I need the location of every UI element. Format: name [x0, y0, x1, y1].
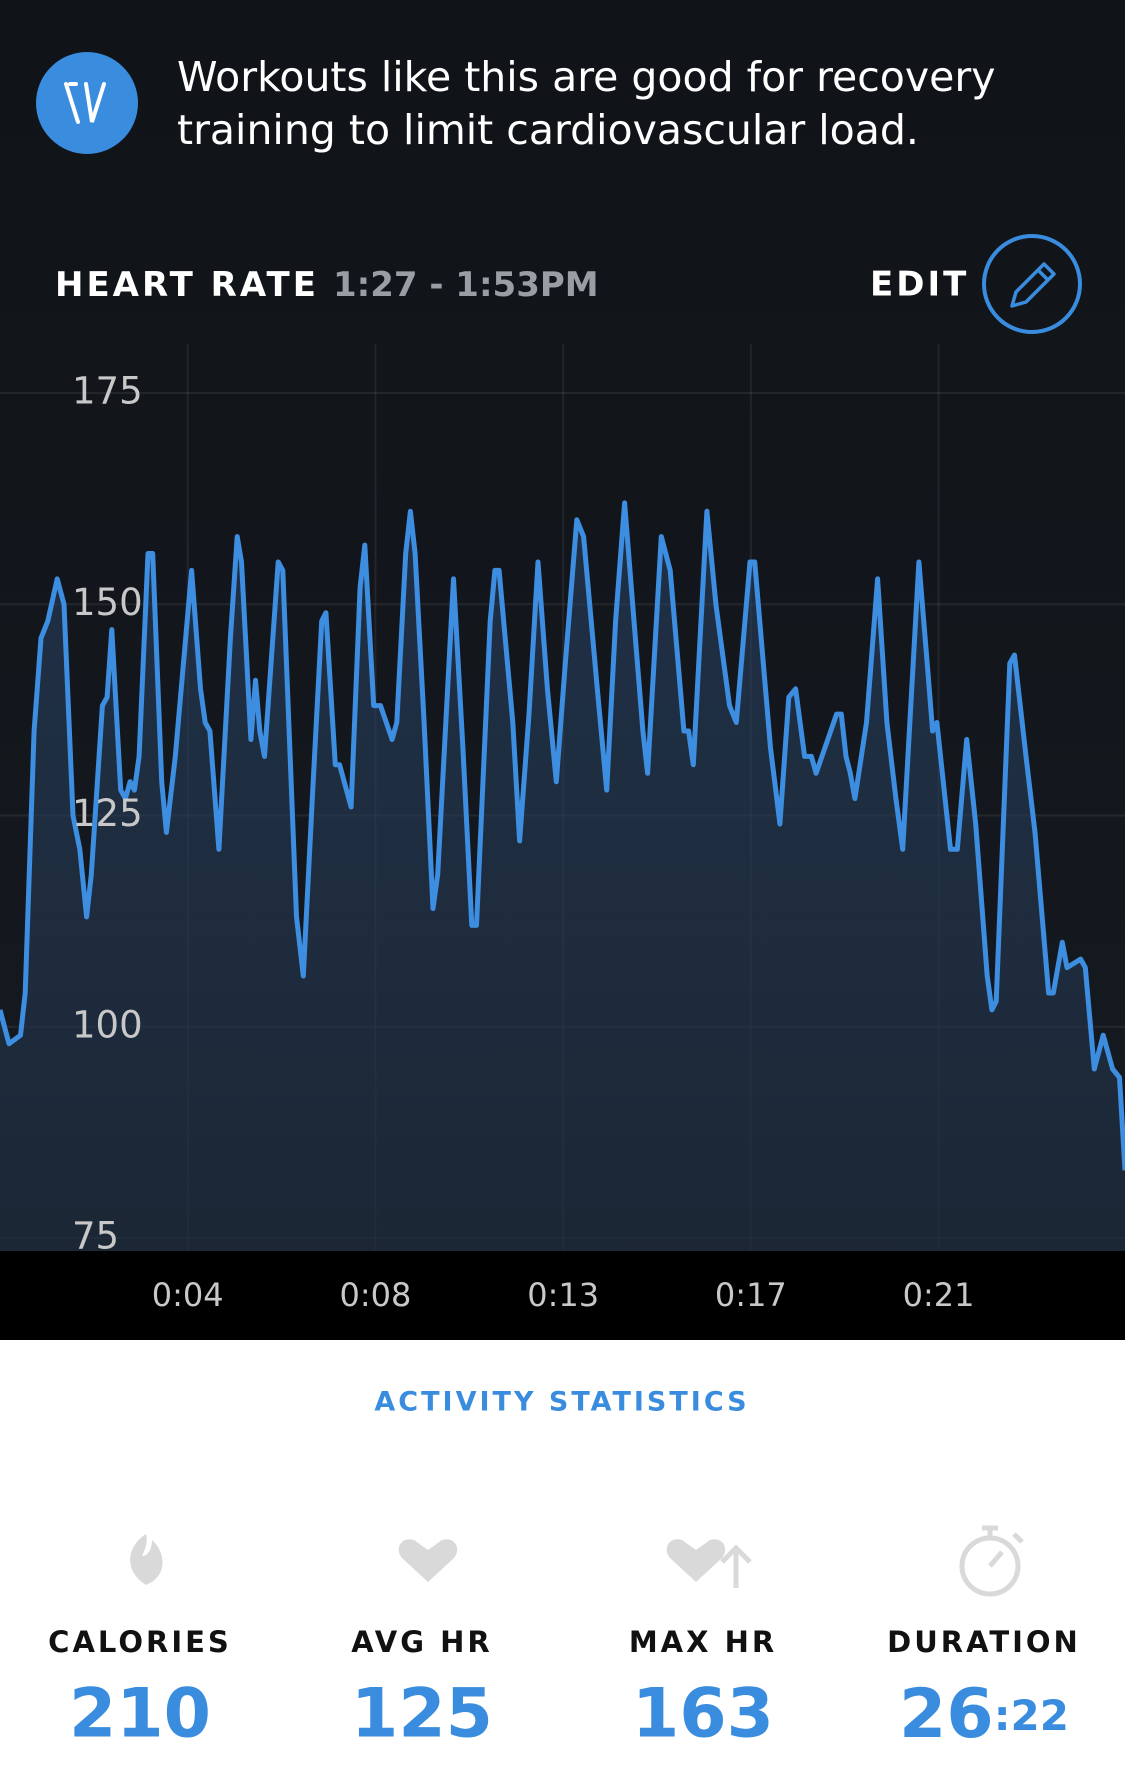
heart-rate-line [0, 500, 1125, 1171]
stats: CALORIES 210 AVG HR 125 MAX HR 163 DURATION 26:… [48, 1625, 1081, 1754]
stat-label: MAX HR [629, 1625, 777, 1659]
y-tick-label: 175 [72, 370, 143, 413]
duration-icon [959, 1525, 1024, 1597]
x-tick-label: 0:13 [527, 1276, 599, 1314]
stat-value: 125 [351, 1675, 493, 1754]
stat-value: 210 [69, 1675, 211, 1754]
x-tick-label: 0:21 [903, 1276, 975, 1314]
coach-message: Workouts like this are good for recovery [177, 53, 995, 101]
avg-hr-icon [398, 1539, 458, 1582]
y-tick-label: 125 [72, 792, 143, 835]
stat-label: AVG HR [351, 1625, 492, 1659]
edit-label[interactable]: EDIT [870, 265, 969, 305]
x-axis-band [0, 1251, 1125, 1340]
pencil-icon[interactable] [1010, 262, 1056, 308]
coach-message: training to limit cardiovascular load. [177, 106, 919, 154]
max-hr-arrow [720, 1544, 752, 1588]
time-range: 1:27 - 1:53PM [333, 265, 599, 305]
stat-value: 163 [632, 1675, 774, 1754]
stat-value: 26:22 [899, 1675, 1069, 1754]
x-tick-label: 0:17 [715, 1276, 787, 1314]
stopwatch-details [982, 1525, 1024, 1568]
y-tick-label: 100 [72, 1003, 143, 1046]
coach-logo-mark [64, 82, 106, 124]
x-tick-label: 0:04 [152, 1276, 224, 1314]
max-hr-heart [666, 1539, 726, 1582]
x-tick-label: 0:08 [339, 1276, 411, 1314]
calories-icon [130, 1534, 163, 1585]
y-tick-label: 75 [72, 1215, 119, 1258]
plot: 75 100 125 150 175 0:04 0:08 0:13 0:17 0:21 [0, 344, 1125, 1314]
max-hr-icon [666, 1539, 752, 1588]
section-title: ACTIVITY STATISTICS [374, 1387, 749, 1418]
stat-label: DURATION [887, 1625, 1081, 1659]
area-fill [0, 502, 1125, 1251]
edit-circle[interactable] [982, 234, 1082, 334]
edit-button[interactable] [982, 234, 1082, 334]
stat-value-main: 26 [899, 1675, 994, 1754]
chart-title-text: HEART RATE [55, 265, 319, 305]
chart-title: HEART RATE 1:27 - 1:53PM [55, 265, 599, 305]
stat-value-suffix: :22 [994, 1691, 1069, 1740]
stat-label: CALORIES [48, 1625, 232, 1659]
y-tick-label: 150 [72, 581, 143, 624]
